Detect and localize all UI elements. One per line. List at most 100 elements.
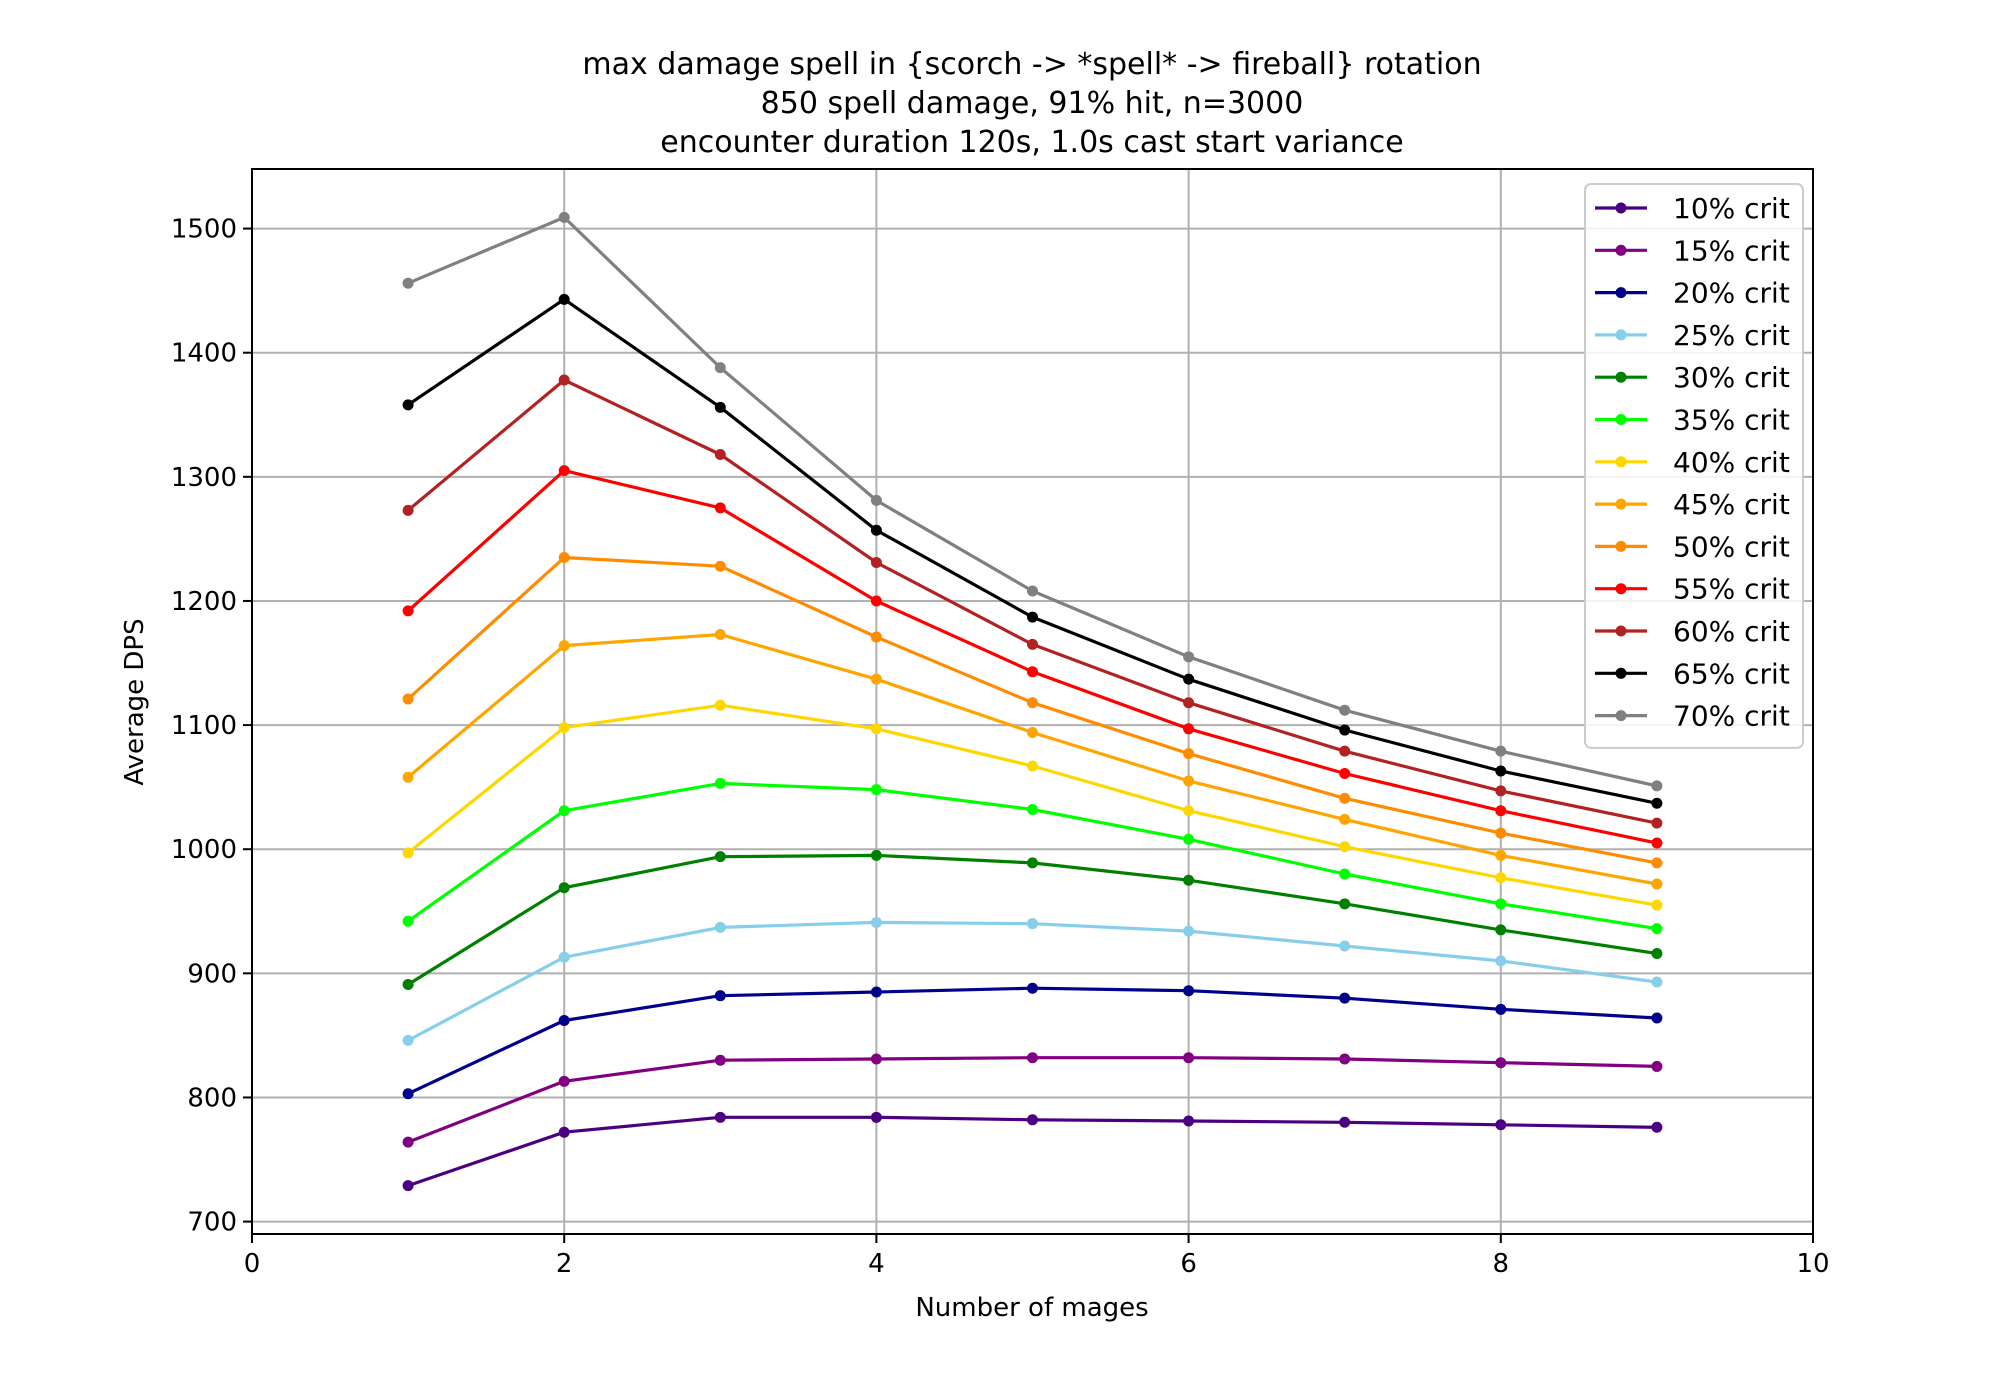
- legend-swatch-marker: [1615, 244, 1627, 256]
- legend-entry: 30% crit: [1595, 361, 1790, 394]
- y-tick-label: 800: [187, 1083, 237, 1113]
- legend-entry: 10% crit: [1595, 192, 1790, 225]
- data-point: [1339, 841, 1351, 853]
- series-70-crit: [402, 211, 1663, 792]
- data-point: [402, 399, 414, 411]
- data-point: [1339, 992, 1351, 1004]
- series-10-crit: [402, 1111, 1663, 1192]
- legend-swatch-marker: [1615, 625, 1627, 637]
- data-point: [1183, 1052, 1195, 1064]
- legend-entry: 50% crit: [1595, 530, 1790, 563]
- data-point: [402, 915, 414, 927]
- data-point: [558, 211, 570, 223]
- series-45-crit: [402, 628, 1663, 890]
- data-point: [1339, 1053, 1351, 1065]
- data-point: [402, 693, 414, 705]
- data-point: [1183, 723, 1195, 735]
- series-line: [407, 920, 1658, 1042]
- data-point: [1651, 1060, 1663, 1072]
- data-point: [1651, 1121, 1663, 1133]
- legend-box: [1584, 183, 1804, 749]
- data-point: [402, 1180, 414, 1192]
- data-point: [1183, 874, 1195, 886]
- data-point: [1651, 857, 1663, 869]
- data-point: [1651, 899, 1663, 911]
- data-point: [1027, 1114, 1038, 1126]
- data-point: [714, 699, 726, 711]
- data-point: [558, 552, 570, 564]
- legend-entry: 35% crit: [1595, 404, 1790, 437]
- data-point: [1495, 785, 1507, 797]
- data-point: [1339, 792, 1351, 804]
- legend-label: 15% crit: [1673, 234, 1790, 267]
- legend-label: 70% crit: [1673, 700, 1790, 733]
- data-point: [402, 1034, 414, 1046]
- data-point: [1495, 827, 1507, 839]
- y-tick-label: 1300: [171, 463, 237, 493]
- data-point: [1027, 982, 1038, 994]
- series-40-crit: [402, 699, 1663, 911]
- series-line: [407, 469, 1658, 845]
- legend-entry: 55% crit: [1595, 573, 1790, 606]
- data-point: [1027, 585, 1038, 597]
- legend-entry: 40% crit: [1595, 446, 1790, 479]
- data-point: [402, 504, 414, 516]
- series-35-crit: [402, 777, 1663, 935]
- series-15-crit: [402, 1052, 1663, 1148]
- legend: 10% crit 15% crit 20% crit 25% crit 30% crit…: [1584, 183, 1804, 749]
- data-point: [402, 277, 414, 289]
- data-point: [558, 882, 570, 894]
- series-50-crit: [402, 552, 1663, 869]
- data-point: [1183, 748, 1195, 760]
- legend-swatch-marker: [1615, 498, 1627, 510]
- legend-label: 25% crit: [1673, 319, 1790, 352]
- data-point: [558, 465, 570, 477]
- series-65-crit: [402, 293, 1663, 809]
- data-point: [1651, 923, 1663, 935]
- series-line: [407, 555, 1658, 865]
- data-point: [1495, 1119, 1507, 1131]
- x-axis-ticks: 0 2 4 6 8 10: [244, 1234, 1830, 1279]
- legend-label: 30% crit: [1673, 361, 1790, 394]
- data-point: [714, 851, 726, 863]
- data-point: [1027, 697, 1038, 709]
- y-tick-label: 1100: [171, 711, 237, 741]
- data-point: [1651, 817, 1663, 829]
- legend-swatch-marker: [1615, 710, 1627, 722]
- data-point: [870, 556, 882, 568]
- data-point: [1339, 940, 1351, 952]
- legend-swatch-marker: [1615, 667, 1627, 679]
- y-axis-label: Average DPS: [120, 618, 150, 785]
- data-point: [870, 494, 882, 506]
- legend-swatch-marker: [1615, 202, 1627, 214]
- data-point: [714, 401, 726, 413]
- data-point: [1027, 666, 1038, 678]
- series-20-crit: [402, 982, 1663, 1100]
- data-point: [1651, 797, 1663, 809]
- data-point: [558, 640, 570, 652]
- legend-label: 40% crit: [1673, 446, 1790, 479]
- data-point: [1495, 745, 1507, 757]
- data-point: [1651, 878, 1663, 890]
- data-point: [714, 628, 726, 640]
- data-point: [1183, 833, 1195, 845]
- legend-label: 65% crit: [1673, 657, 1790, 690]
- x-tick-label: 2: [556, 1249, 573, 1279]
- data-point: [558, 805, 570, 817]
- data-point: [402, 771, 414, 783]
- data-point: [558, 293, 570, 305]
- data-point: [714, 560, 726, 572]
- series-lines: [402, 211, 1663, 1192]
- data-point: [558, 722, 570, 734]
- data-point: [870, 916, 882, 928]
- y-tick-label: 900: [187, 959, 237, 989]
- data-point: [1183, 775, 1195, 787]
- data-point: [1495, 872, 1507, 884]
- x-tick-label: 10: [1796, 1249, 1829, 1279]
- data-point: [714, 1054, 726, 1066]
- legend-entry: 70% crit: [1595, 700, 1790, 733]
- data-point: [558, 1075, 570, 1087]
- x-tick-label: 6: [1180, 1249, 1197, 1279]
